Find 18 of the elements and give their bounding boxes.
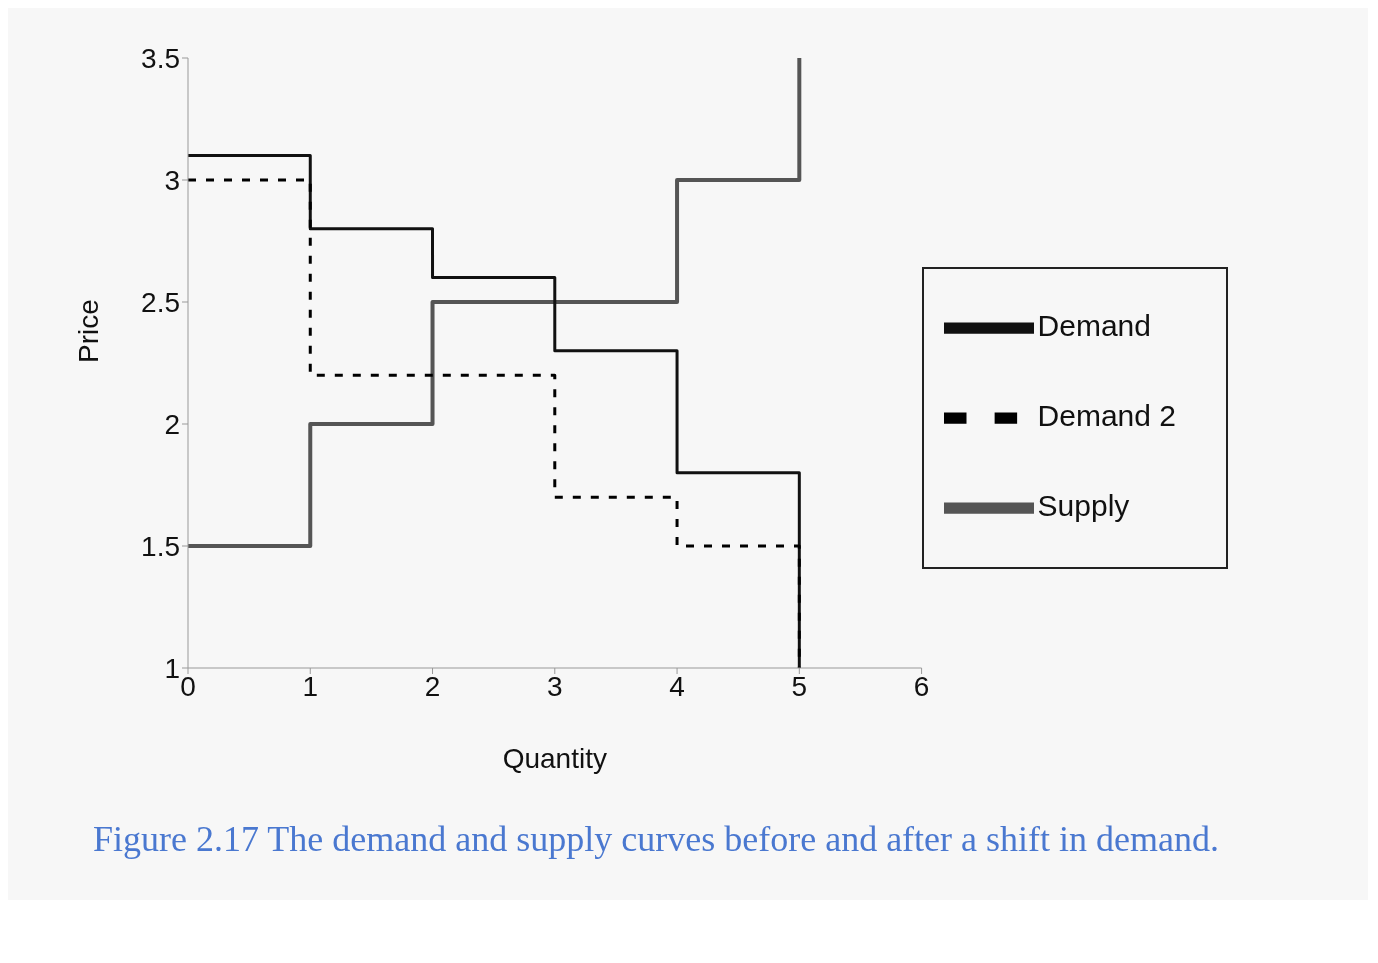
x-axis-title: Quantity — [502, 743, 607, 774]
legend-label: Supply — [1037, 488, 1130, 522]
y-tick-label: 1.5 — [141, 530, 180, 562]
caption: Figure 2.17 The demand and supply curves before and after a shift in demand. — [93, 818, 1220, 860]
y-axis-title: Price — [72, 299, 104, 363]
y-tick-label: 2.5 — [141, 286, 180, 318]
y-tick-label: 3 — [164, 164, 180, 196]
x-tick-label: 0 — [180, 670, 196, 702]
legend-label: Demand — [1037, 308, 1151, 342]
x-tick-label: 5 — [791, 670, 808, 702]
x-tick-label: 4 — [669, 670, 685, 702]
legend-label: Demand 2 — [1037, 398, 1176, 432]
x-tick-label: 1 — [302, 670, 319, 702]
y-tick-label: 2 — [164, 408, 180, 440]
x-tick-label: 6 — [913, 670, 930, 702]
x-tick-label: 3 — [547, 670, 563, 702]
x-tick-label: 2 — [424, 670, 441, 702]
y-tick-label: 3.5 — [141, 42, 180, 74]
